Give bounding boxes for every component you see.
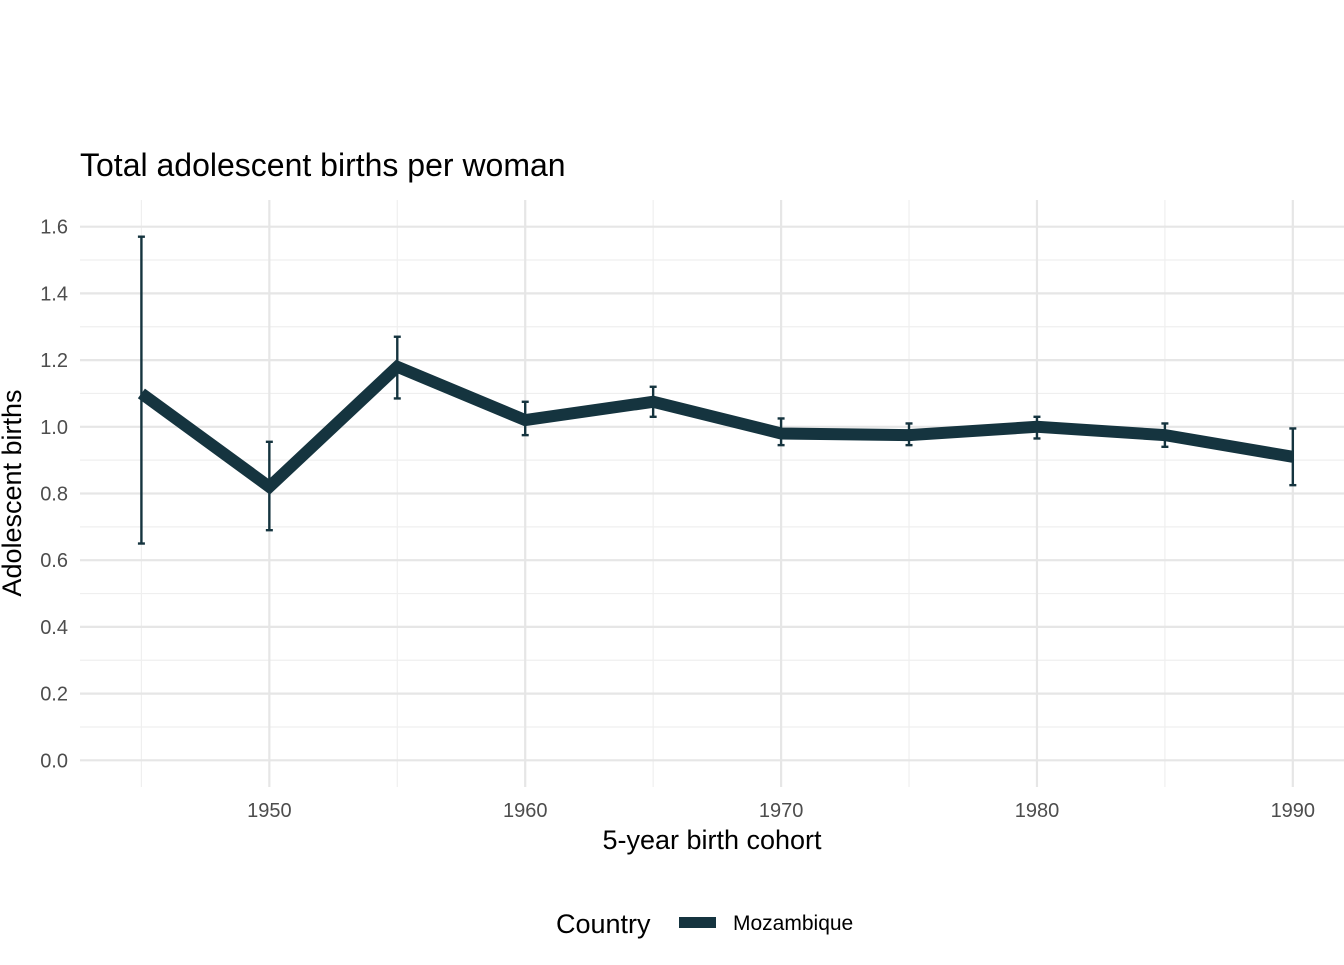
x-tick-label: 1960 <box>503 800 548 822</box>
error-bar <box>137 235 145 545</box>
y-tick-label: 0.2 <box>40 684 68 706</box>
y-axis-ticks: 0.0 0.2 0.4 0.6 0.8 1.0 1.2 1.4 1.6 <box>40 217 68 773</box>
y-tick-label: 1.0 <box>40 417 68 439</box>
y-tick-label: 0.4 <box>40 617 68 639</box>
legend-title: Country <box>556 909 651 939</box>
y-tick-label: 0.8 <box>40 484 68 506</box>
legend-label-mozambique: Mozambique <box>733 912 853 935</box>
x-axis-ticks: 1950 1960 1970 1980 1990 <box>247 800 1315 822</box>
y-axis-title: Adolescent births <box>0 389 27 596</box>
x-tick-label: 1990 <box>1271 800 1316 822</box>
x-tick-label: 1950 <box>247 800 292 822</box>
error-bars <box>137 235 1297 545</box>
y-tick-label: 1.6 <box>40 217 68 239</box>
chart-title: Total adolescent births per woman <box>80 147 566 183</box>
x-tick-label: 1980 <box>1015 800 1060 822</box>
series-lines <box>137 359 1294 495</box>
legend-key-mozambique <box>679 917 716 928</box>
series-line-mozambique <box>137 359 1294 495</box>
y-tick-label: 0.6 <box>40 550 68 572</box>
y-tick-label: 1.4 <box>40 283 68 305</box>
y-tick-label: 0.0 <box>40 750 68 772</box>
x-axis-title: 5-year birth cohort <box>602 825 822 855</box>
x-tick-label: 1970 <box>759 800 804 822</box>
grid-layer <box>80 200 1344 787</box>
y-tick-label: 1.2 <box>40 350 68 372</box>
legend: Country Mozambique <box>556 909 853 939</box>
